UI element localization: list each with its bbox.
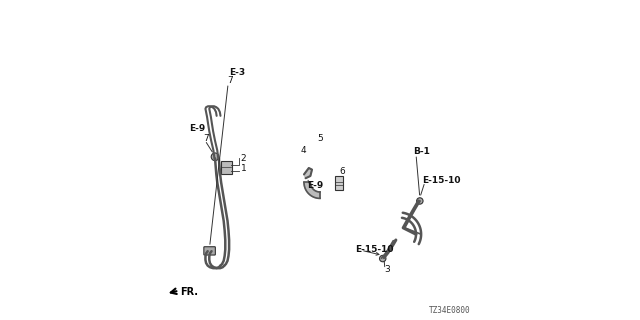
Text: FR.: FR. — [180, 287, 198, 297]
Text: 5: 5 — [317, 134, 323, 143]
Text: E-9: E-9 — [189, 124, 205, 133]
Text: 6: 6 — [339, 167, 345, 176]
Circle shape — [211, 153, 219, 161]
FancyBboxPatch shape — [335, 176, 344, 190]
Text: 3: 3 — [384, 265, 390, 274]
Polygon shape — [304, 182, 320, 198]
FancyBboxPatch shape — [204, 247, 215, 255]
Text: 2: 2 — [241, 154, 246, 163]
Circle shape — [380, 255, 386, 262]
Text: 7: 7 — [204, 134, 209, 143]
Text: B-1: B-1 — [413, 147, 429, 156]
Polygon shape — [304, 168, 312, 178]
Text: E-15-10: E-15-10 — [355, 245, 394, 254]
Text: 1: 1 — [241, 164, 246, 173]
Text: TZ34E0800: TZ34E0800 — [429, 306, 470, 315]
FancyBboxPatch shape — [221, 161, 232, 174]
Text: E-3: E-3 — [229, 68, 245, 77]
Text: 7: 7 — [227, 76, 233, 84]
Text: 4: 4 — [301, 146, 307, 155]
Text: E-15-10: E-15-10 — [422, 176, 460, 185]
Circle shape — [417, 198, 423, 204]
Text: E-9: E-9 — [307, 181, 323, 190]
